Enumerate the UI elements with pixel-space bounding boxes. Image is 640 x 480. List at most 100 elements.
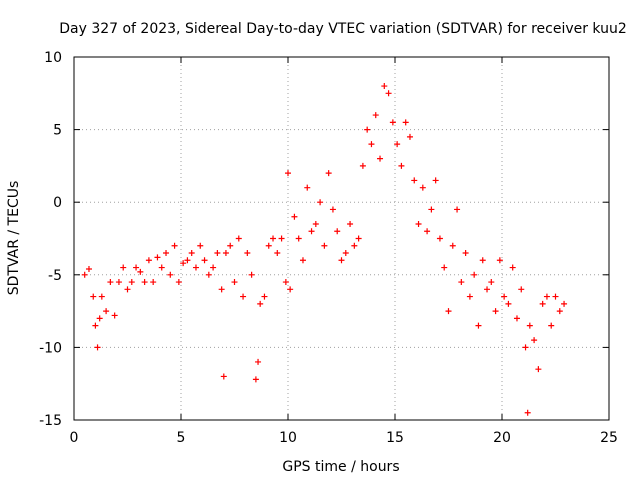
data-point	[111, 312, 118, 319]
data-point	[526, 322, 533, 329]
data-point	[295, 235, 302, 242]
data-point	[492, 308, 499, 315]
y-tick-label: -5	[48, 268, 62, 284]
y-axis-label: SDTVAR / TECUs	[6, 181, 22, 296]
x-tick-label: 5	[177, 430, 186, 446]
data-point	[377, 155, 384, 162]
data-point	[531, 337, 538, 344]
data-point	[98, 293, 105, 300]
data-point	[548, 322, 555, 329]
data-point	[419, 184, 426, 191]
data-point	[458, 279, 465, 286]
data-point	[235, 235, 242, 242]
x-tick-label: 0	[70, 430, 79, 446]
data-point	[394, 141, 401, 148]
data-point	[171, 242, 178, 249]
data-point	[496, 257, 503, 264]
grid-lines	[74, 57, 609, 420]
data-point	[184, 257, 191, 264]
y-tick-label: 5	[53, 123, 62, 139]
data-point	[192, 264, 199, 271]
data-point	[415, 220, 422, 227]
data-point	[513, 315, 520, 322]
data-point	[210, 264, 217, 271]
data-point	[214, 250, 221, 257]
data-point	[479, 257, 486, 264]
data-point	[285, 170, 291, 177]
plot-frame	[73, 56, 610, 421]
data-point	[518, 286, 525, 293]
x-tick-label: 15	[386, 430, 404, 446]
y-tick-label: 10	[44, 50, 62, 66]
data-point	[505, 300, 512, 307]
data-point	[488, 279, 495, 286]
data-point	[92, 322, 99, 329]
data-point	[556, 308, 563, 315]
data-point	[180, 260, 187, 267]
x-axis-label: GPS time / hours	[282, 459, 399, 475]
data-point	[218, 286, 225, 293]
data-point	[299, 257, 306, 264]
data-point	[329, 206, 336, 213]
data-point	[150, 279, 157, 286]
data-point	[347, 220, 354, 227]
x-tick-label: 10	[279, 430, 297, 446]
data-point	[227, 242, 234, 249]
data-point	[325, 170, 332, 177]
data-point	[321, 242, 328, 249]
data-point	[471, 271, 478, 278]
data-point	[274, 250, 281, 257]
data-point	[278, 235, 285, 242]
data-point	[466, 293, 473, 300]
axis-ticks: 0 5 10 15 20 25 -15 -10 -5 0 5 10	[39, 50, 618, 446]
data-point	[255, 358, 262, 365]
data-point	[103, 308, 110, 315]
data-point	[167, 271, 174, 278]
data-point	[188, 250, 195, 257]
data-point	[115, 279, 122, 286]
data-point	[282, 279, 289, 286]
data-point	[475, 322, 482, 329]
data-point	[402, 119, 409, 126]
x-tick-label: 25	[600, 430, 618, 446]
data-point	[257, 300, 264, 307]
data-point	[342, 250, 349, 257]
data-point	[317, 199, 324, 206]
data-point	[539, 300, 546, 307]
data-point	[222, 250, 229, 257]
data-point	[398, 162, 405, 169]
data-point	[428, 206, 435, 213]
data-point	[454, 206, 461, 213]
data-point	[445, 308, 452, 315]
data-point	[436, 235, 443, 242]
data-point	[308, 228, 315, 235]
data-point	[385, 90, 392, 97]
data-point	[359, 162, 366, 169]
data-point	[128, 279, 135, 286]
data-point	[141, 279, 148, 286]
data-point	[522, 344, 529, 351]
data-points	[81, 83, 568, 416]
data-point	[338, 257, 345, 264]
data-point	[287, 286, 294, 293]
data-point	[509, 264, 516, 271]
data-point	[304, 184, 311, 191]
data-point	[220, 373, 227, 380]
data-point	[244, 250, 251, 257]
data-point	[90, 293, 97, 300]
data-point	[145, 257, 152, 264]
data-point	[535, 366, 542, 373]
data-point	[351, 242, 358, 249]
data-point	[561, 300, 568, 307]
chart-title: Day 327 of 2023, Sidereal Day-to-day VTE…	[59, 21, 627, 37]
data-point	[197, 242, 204, 249]
data-point	[368, 141, 375, 148]
data-point	[175, 279, 182, 286]
data-point	[94, 344, 101, 351]
data-point	[265, 242, 272, 249]
data-point	[124, 286, 131, 293]
data-point	[261, 293, 268, 300]
data-point	[364, 126, 371, 133]
data-point	[543, 293, 550, 300]
data-point	[389, 119, 396, 126]
